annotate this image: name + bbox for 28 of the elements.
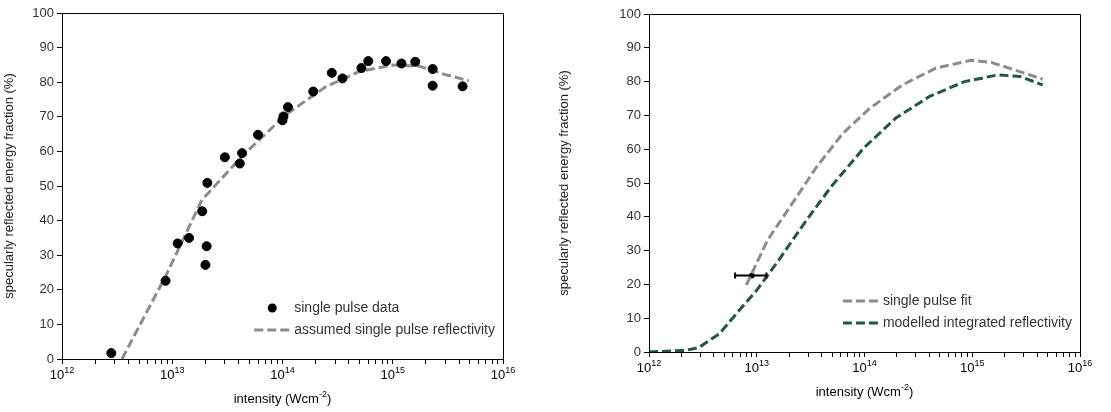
y-tick-label: 100: [32, 4, 54, 20]
legend-label: modelled integrated reflectivity: [882, 313, 1073, 330]
y-tick-label: 10: [626, 309, 641, 325]
y-tick-label: 100: [619, 5, 641, 21]
y-tick-label: 90: [626, 39, 641, 55]
y-tick-label: 80: [626, 73, 641, 89]
y-tick-label: 20: [626, 275, 641, 291]
y-tick-label: 30: [39, 246, 54, 262]
y-tick-label: 80: [39, 73, 54, 89]
legend-label: single pulse fit: [882, 291, 972, 308]
y-tick-label: 50: [39, 177, 54, 193]
y-tick-label: 60: [39, 142, 54, 158]
legend-label: assumed single pulse reflectivity: [294, 320, 496, 337]
legend-label: single pulse data: [294, 298, 400, 315]
y-axis-title: specularly reflected energy fraction (%): [1, 73, 17, 299]
y-tick-label: 40: [39, 212, 54, 228]
y-tick-label: 50: [626, 174, 641, 190]
y-tick-label: 70: [39, 108, 54, 124]
y-tick-label: 30: [626, 242, 641, 258]
y-tick-label: 70: [626, 106, 641, 122]
y-tick-label: 0: [633, 343, 641, 359]
y-tick-label: 40: [626, 208, 641, 224]
y-tick-label: 90: [39, 39, 54, 55]
y-axis-title: specularly reflected energy fraction (%): [556, 70, 572, 296]
y-tick-label: 10: [39, 315, 54, 331]
y-tick-label: 0: [46, 350, 54, 366]
y-tick-label: 60: [626, 140, 641, 156]
y-tick-label: 20: [39, 281, 54, 297]
